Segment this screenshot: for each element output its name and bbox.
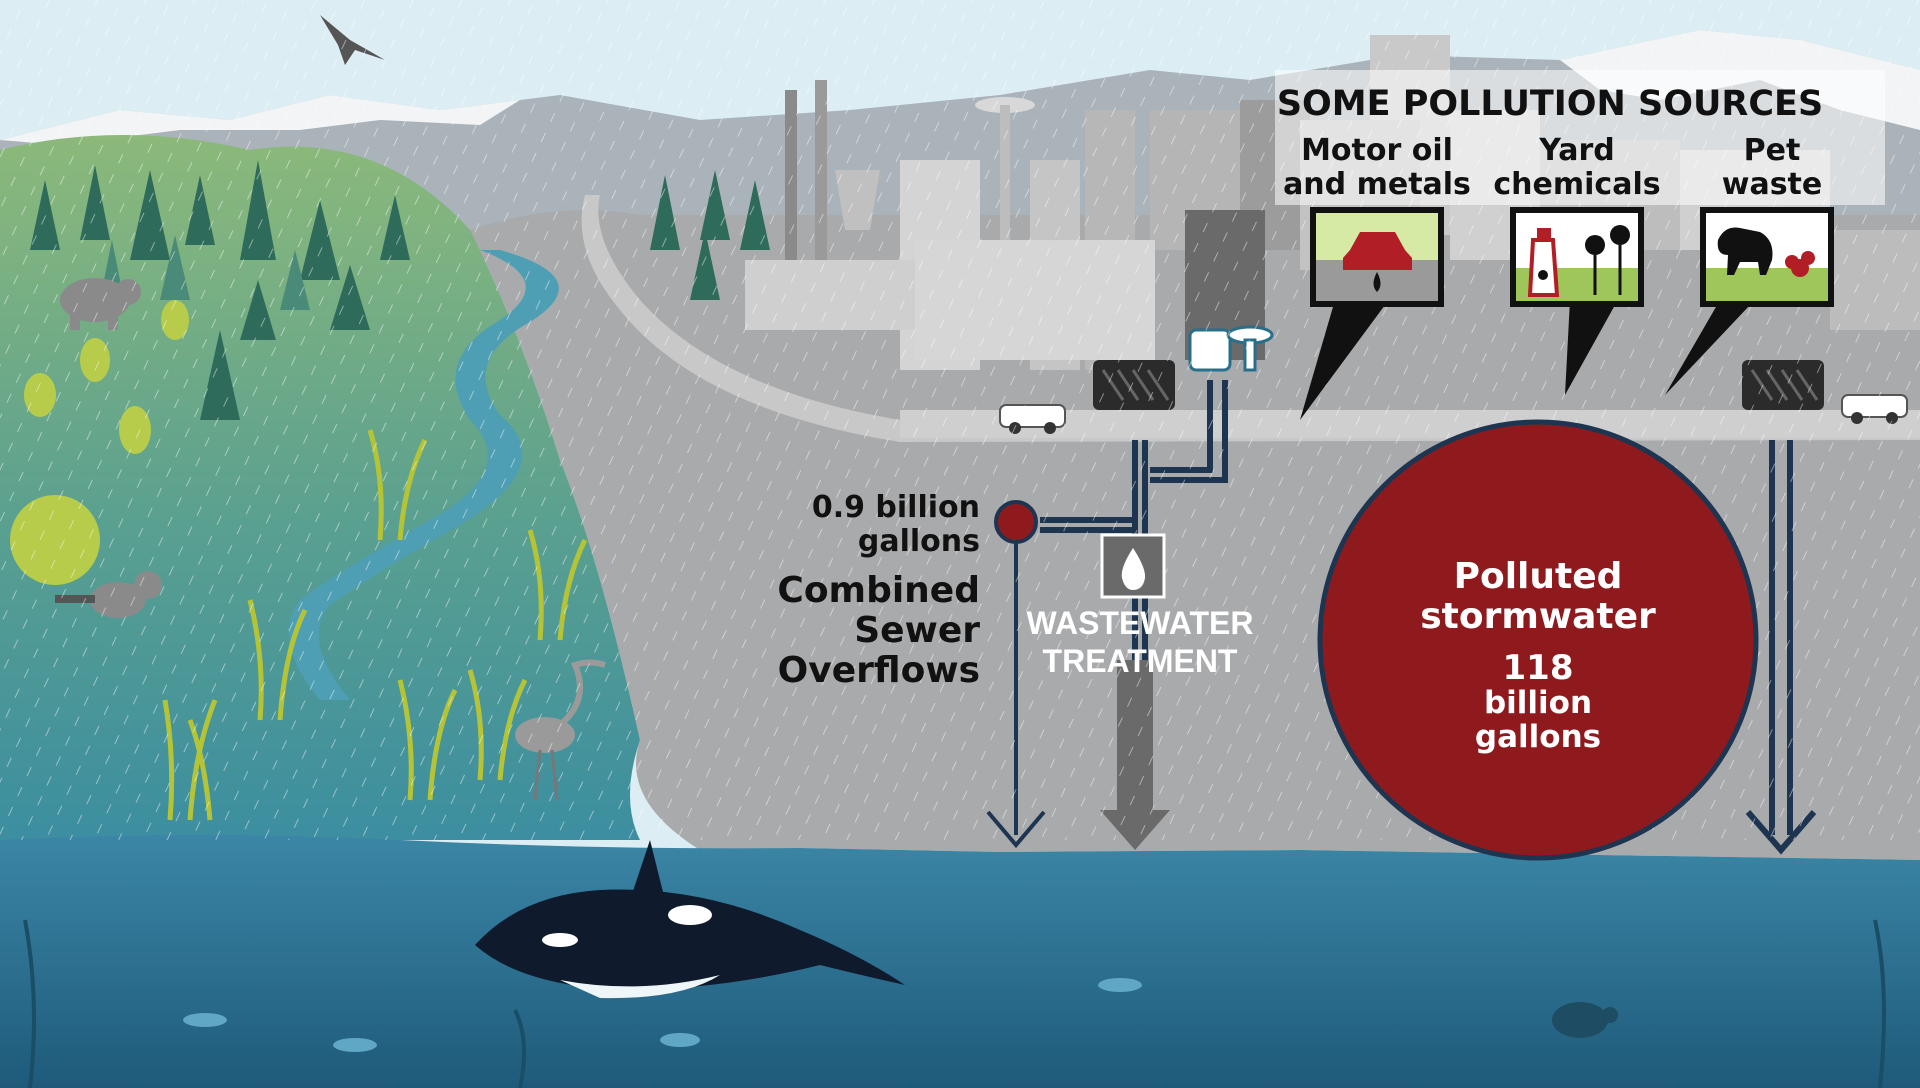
source-label-motor-oil-2: and metals [1283, 167, 1471, 202]
cso-amount: 0.9 billion [812, 490, 980, 525]
wastewater-label-2: TREATMENT [1043, 643, 1238, 679]
cso-label: Combined [777, 570, 980, 611]
stormwater-label-2: stormwater [1420, 596, 1656, 637]
cso-label-3: Overflows [778, 650, 980, 691]
orca-icon [475, 840, 905, 999]
source-label-yard: Yard [1538, 133, 1614, 168]
stormwater-amount-unit-2: gallons [1475, 719, 1601, 755]
cso-amount-unit: gallons [858, 524, 980, 559]
pollution-sources-heading: SOME POLLUTION SOURCES [1277, 84, 1823, 124]
stormwater-amount: 118 [1503, 648, 1574, 688]
cso-label-2: Sewer [854, 610, 980, 651]
source-label-pet-2: waste [1722, 167, 1823, 202]
dog-waste-icon [1665, 207, 1834, 395]
source-label-yard-2: chemicals [1493, 167, 1660, 202]
seaweed-icon [23, 919, 1886, 1088]
stormwater-label: Polluted [1454, 556, 1623, 597]
sea [0, 835, 1920, 1088]
wastewater-label: WASTEWATER [1027, 605, 1254, 641]
source-label-motor-oil: Motor oil [1301, 133, 1453, 168]
source-label-pet: Pet [1744, 133, 1801, 168]
polluted-stormwater-callout: Polluted stormwater 118 billion gallons [1317, 419, 1759, 861]
pollution-sources-panel: SOME POLLUTION SOURCES Motor oil and met… [1275, 70, 1885, 420]
fish-icon [183, 978, 1142, 1052]
chemical-spray-icon [1510, 207, 1644, 395]
car-oil-icon [1300, 207, 1444, 420]
turtle-icon [1552, 1002, 1618, 1038]
cso-callout: 0.9 billion gallons Combined Sewer Overf… [777, 490, 1038, 691]
wastewater-treatment: WASTEWATER TREATMENT [1027, 533, 1254, 679]
stormwater-amount-unit: billion [1484, 685, 1592, 721]
stormwater-circle [1317, 419, 1759, 861]
cso-outfall-marker [994, 500, 1038, 544]
